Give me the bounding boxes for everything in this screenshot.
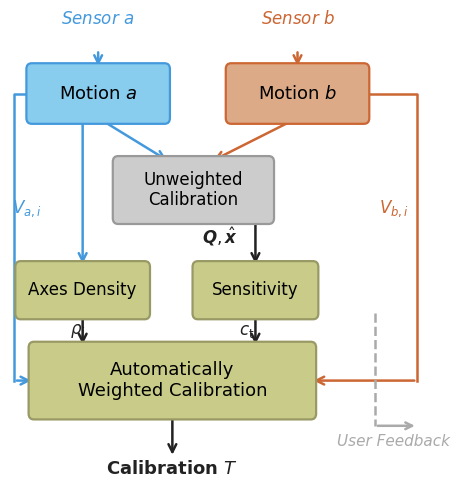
FancyBboxPatch shape: [193, 261, 318, 319]
Text: $V_{a,i}$: $V_{a,i}$: [12, 198, 41, 219]
Text: Unweighted
Calibration: Unweighted Calibration: [144, 171, 243, 209]
Text: Sensor $a$: Sensor $a$: [62, 10, 135, 27]
Text: $\boldsymbol{Q}, \hat{\boldsymbol{x}}$: $\boldsymbol{Q}, \hat{\boldsymbol{x}}$: [202, 225, 238, 248]
FancyBboxPatch shape: [29, 342, 316, 419]
Text: Sensor $b$: Sensor $b$: [260, 10, 335, 27]
FancyBboxPatch shape: [16, 261, 150, 319]
Text: Axes Density: Axes Density: [29, 281, 137, 299]
FancyBboxPatch shape: [226, 63, 369, 124]
Text: $c_\mathrm{t}$: $c_\mathrm{t}$: [239, 321, 254, 340]
FancyBboxPatch shape: [26, 63, 170, 124]
Text: $\rho_i$: $\rho_i$: [70, 321, 86, 340]
Text: Motion $a$: Motion $a$: [59, 85, 137, 102]
Text: Motion $b$: Motion $b$: [258, 85, 337, 102]
FancyBboxPatch shape: [113, 156, 274, 224]
Text: Sensitivity: Sensitivity: [212, 281, 299, 299]
Text: Calibration $T$: Calibration $T$: [106, 460, 238, 478]
Text: $V_{b,i}$: $V_{b,i}$: [379, 198, 409, 219]
Text: User Feedback: User Feedback: [337, 434, 450, 449]
Text: Automatically
Weighted Calibration: Automatically Weighted Calibration: [78, 361, 267, 400]
